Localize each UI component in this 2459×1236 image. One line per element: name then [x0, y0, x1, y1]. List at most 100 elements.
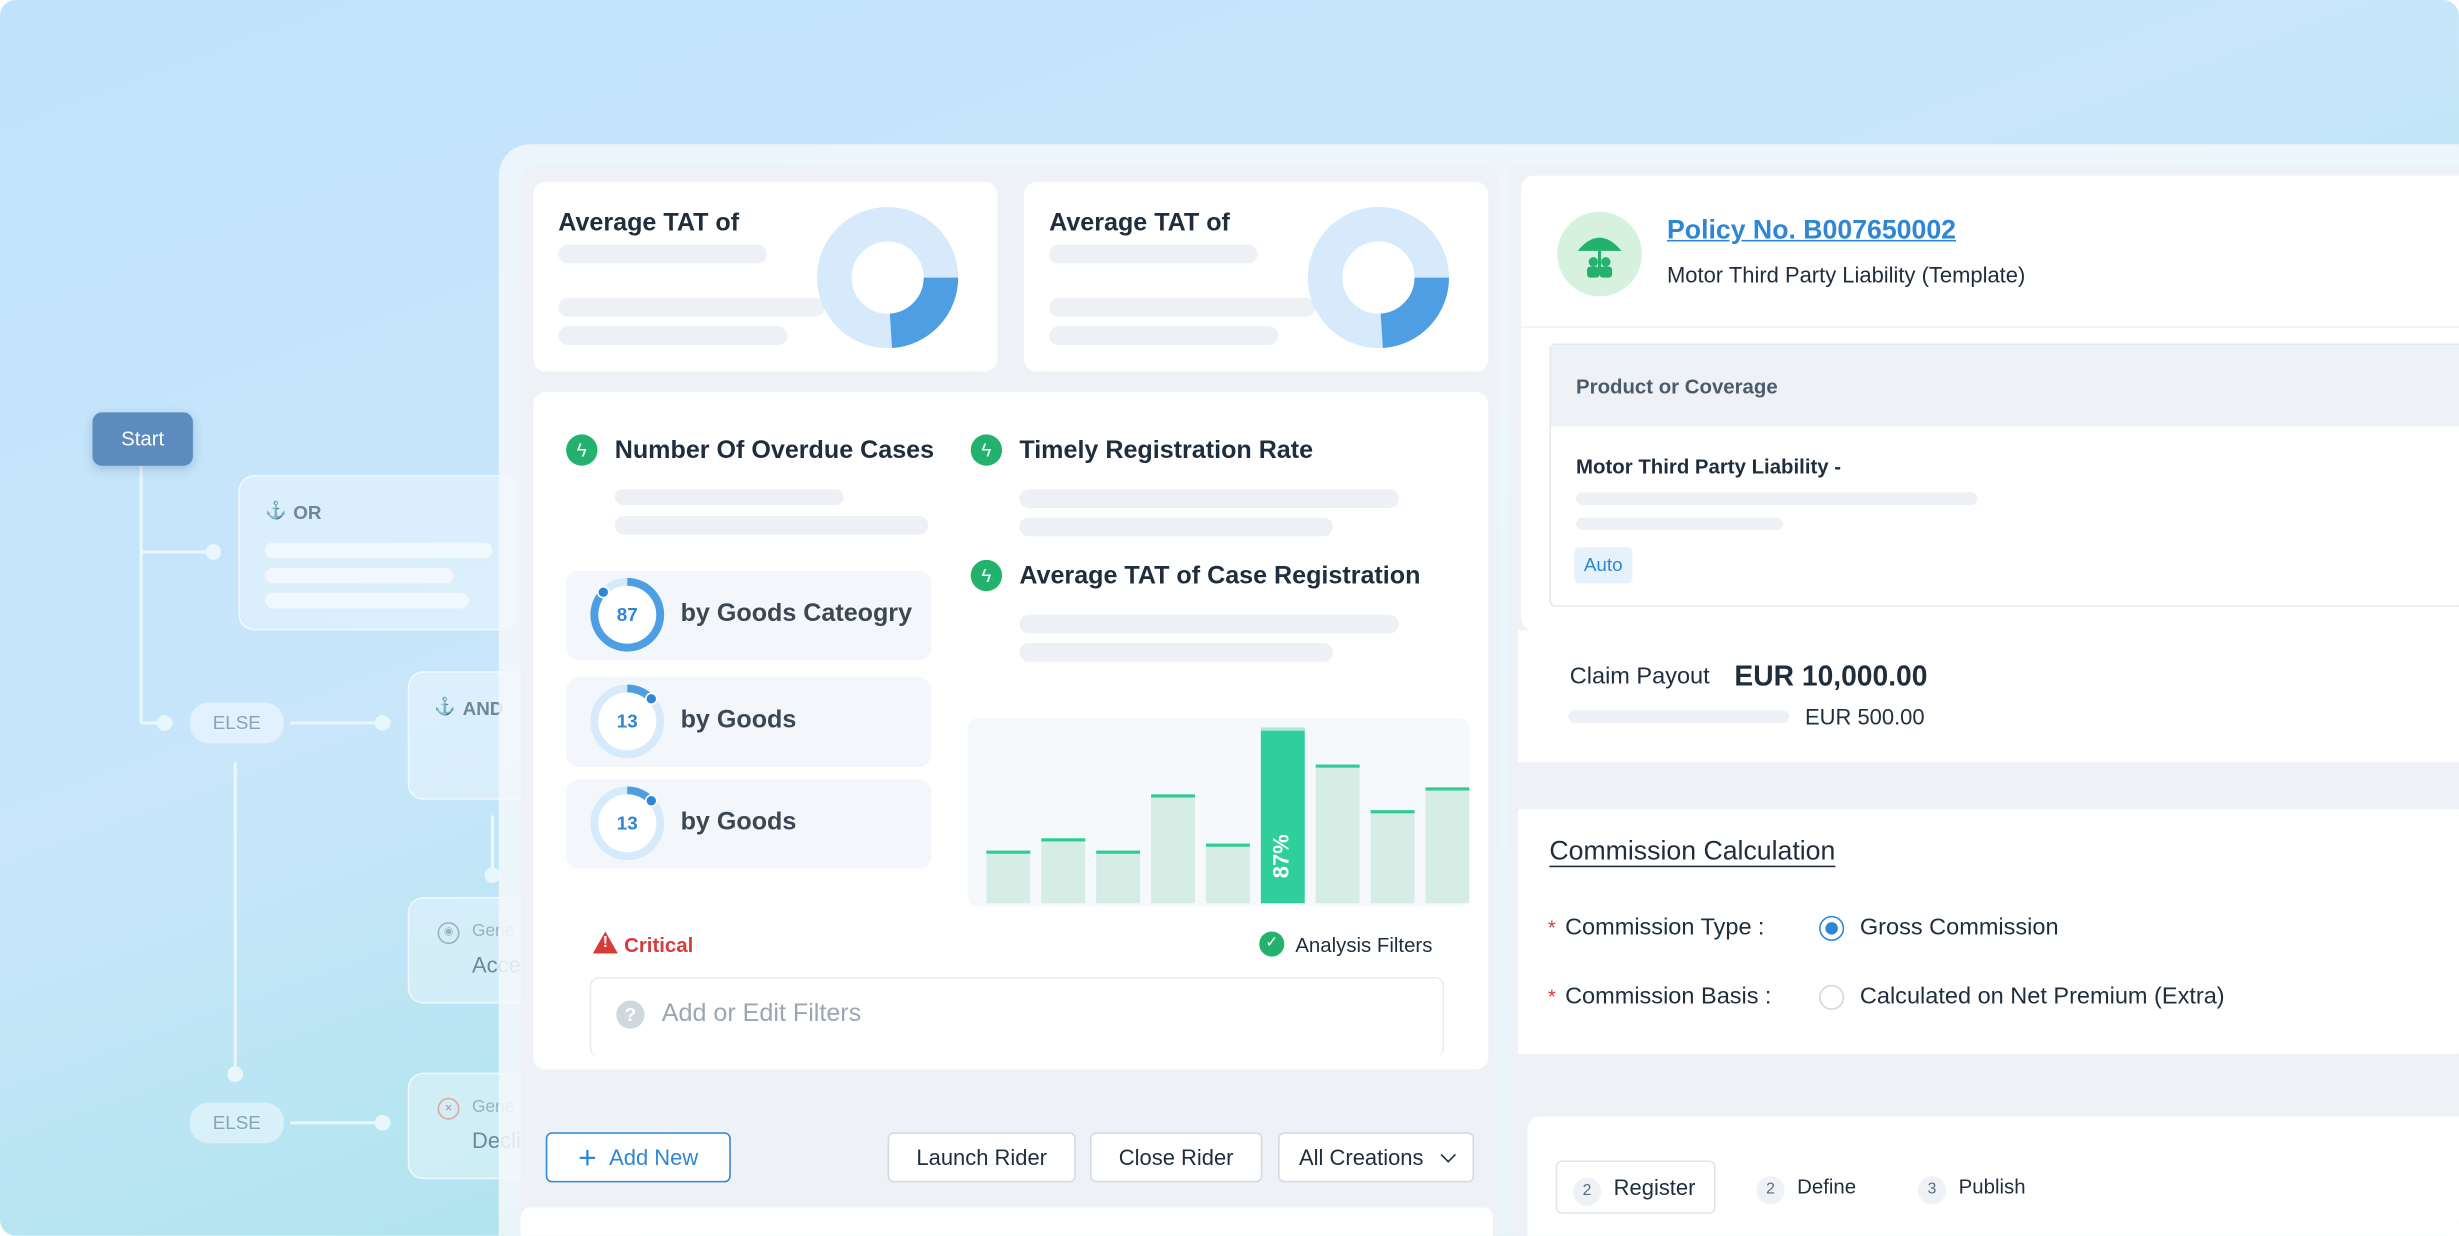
ring-handle	[645, 692, 658, 706]
bar[interactable]	[1315, 764, 1360, 904]
policy-header-divider	[1521, 326, 2459, 328]
timely-title: Timely Registration Rate	[1019, 437, 1314, 465]
tat-card-1: Average TAT of	[533, 181, 998, 372]
bar[interactable]	[1096, 850, 1141, 904]
coverage-box: Product or Coverage Motor Third Party Li…	[1549, 343, 2459, 607]
flow-start-node[interactable]: Start	[92, 412, 193, 466]
flow-or-node[interactable]: ⚓ OR	[238, 475, 516, 631]
coverage-header: Product or Coverage	[1550, 345, 2459, 427]
bar-cap	[1041, 838, 1086, 842]
policy-subtitle: Motor Third Party Liability (Template)	[1666, 261, 2026, 287]
policy-number-link[interactable]: Policy No. B007650002	[1666, 214, 1956, 245]
tat-donut-chart	[817, 207, 959, 349]
chip-value: 13	[616, 812, 638, 835]
all-creations-select[interactable]: All Creations	[1278, 1132, 1475, 1183]
required-mark: *	[1547, 915, 1556, 940]
bolt-icon: ϟ	[970, 559, 1003, 592]
list-area	[520, 1207, 1493, 1236]
analysis-filters-label[interactable]: Analysis Filters	[1295, 933, 1433, 957]
bar[interactable]	[1425, 787, 1470, 904]
overdue-title: Number Of Overdue Cases	[614, 437, 935, 465]
flow-or-label: OR	[293, 501, 322, 524]
claim-label: Claim Payout	[1569, 663, 1710, 691]
claim-amount: EUR 10,000.00	[1734, 660, 1928, 692]
bar-cap	[1315, 764, 1360, 768]
step-label: Publish	[1958, 1174, 2026, 1199]
donut-segment	[1379, 276, 1450, 349]
net-premium-radio[interactable]	[1819, 984, 1845, 1010]
bar-chart: 87%	[986, 727, 1470, 904]
coverage-header-label: Product or Coverage	[1576, 374, 1778, 399]
donut-segment	[889, 276, 959, 349]
chip-label: by Goods Cateogry	[680, 600, 913, 628]
bar-highlight-label: 87%	[1269, 834, 1294, 878]
net-premium-label[interactable]: Calculated on Net Premium (Extra)	[1859, 983, 2225, 1010]
policy-card: Policy No. B007650002 Motor Third Party …	[1521, 175, 2459, 631]
add-new-button[interactable]: + Add New	[545, 1132, 731, 1183]
tat-card-title: Average TAT of	[558, 210, 740, 237]
step-register[interactable]: 2 Register	[1555, 1160, 1716, 1214]
step-number: 2	[1756, 1176, 1785, 1205]
goods-chip[interactable]: 13 by Goods	[566, 677, 932, 767]
step-number: 3	[1917, 1176, 1947, 1205]
gross-commission-label[interactable]: Gross Commission	[1859, 914, 2059, 941]
step-publish[interactable]: 3 Publish	[1917, 1162, 2026, 1212]
step-define[interactable]: 2 Define	[1756, 1162, 1856, 1212]
tat-card-title: Average TAT of	[1049, 210, 1230, 237]
bar-cap	[1205, 843, 1250, 847]
bar-cap	[1425, 787, 1470, 791]
warning-glyph: !	[602, 934, 608, 952]
commission-basis-label: Commission Basis:	[1565, 983, 1772, 1010]
donut-track	[1307, 207, 1450, 349]
steps-card: 2 Register 2 Define 3 Publish	[1527, 1116, 2459, 1236]
bar-cap	[1096, 850, 1141, 854]
bar-cap	[1260, 727, 1305, 731]
goods-chip[interactable]: 13 by Goods	[566, 779, 932, 869]
add-new-label: Add New	[609, 1144, 699, 1170]
chevron-down-icon	[1439, 1147, 1456, 1163]
commission-title: Commission Calculation	[1549, 835, 1836, 866]
bar[interactable]	[1205, 843, 1250, 904]
stats-card: ϟ Number Of Overdue Cases ϟ Timely Regis…	[533, 392, 1489, 1070]
bolt-icon: ϟ	[566, 434, 598, 466]
chip-label: by Goods	[680, 809, 797, 836]
commission-card: Commission Calculation * Commission Type…	[1518, 809, 2459, 1054]
bar[interactable]	[986, 850, 1031, 904]
bar[interactable]	[1151, 794, 1195, 904]
bar-cap	[986, 850, 1031, 854]
plus-icon: +	[578, 1141, 597, 1177]
generate-icon: ◉	[437, 922, 460, 945]
progress-ring	[590, 684, 665, 759]
step-label: Register	[1613, 1174, 1696, 1200]
step-number: 2	[1572, 1177, 1602, 1206]
bar[interactable]	[1041, 838, 1086, 904]
sub-amount: EUR 500.00	[1804, 704, 1925, 730]
ring-handle	[597, 585, 610, 599]
bar-cap	[1370, 810, 1415, 814]
close-rider-button[interactable]: Close Rider	[1089, 1132, 1263, 1183]
all-creations-label: All Creations	[1299, 1144, 1424, 1170]
check-icon: ✓	[1259, 931, 1285, 957]
avg-registration-title: Average TAT of Case Registration	[1019, 562, 1421, 590]
tat-card-2: Average TAT of	[1024, 181, 1489, 372]
help-icon: ?	[616, 1000, 645, 1029]
chip-value: 13	[616, 710, 638, 733]
step-label: Define	[1797, 1174, 1857, 1199]
goods-category-chip[interactable]: 87 by Goods Cateogry	[566, 570, 932, 661]
filter-input[interactable]: ? Add or Edit Filters	[589, 976, 1445, 1057]
coverage-name: Motor Third Party Liability -	[1576, 454, 1842, 479]
umbrella-icon	[1557, 211, 1642, 297]
progress-ring	[590, 577, 665, 652]
gross-commission-radio[interactable]	[1819, 915, 1845, 941]
bar[interactable]	[1370, 810, 1415, 904]
chip-label: by Goods	[680, 707, 797, 734]
flow-and-label: AND	[462, 697, 504, 720]
chip-value: 87	[616, 603, 638, 626]
launch-rider-button[interactable]: Launch Rider	[887, 1132, 1076, 1183]
bar-highlight[interactable]	[1260, 727, 1305, 904]
required-mark: *	[1547, 984, 1556, 1009]
ring-progress	[590, 577, 665, 652]
flow-else-node-2[interactable]: ELSE	[189, 1102, 284, 1144]
flow-else-node-1[interactable]: ELSE	[189, 702, 284, 744]
